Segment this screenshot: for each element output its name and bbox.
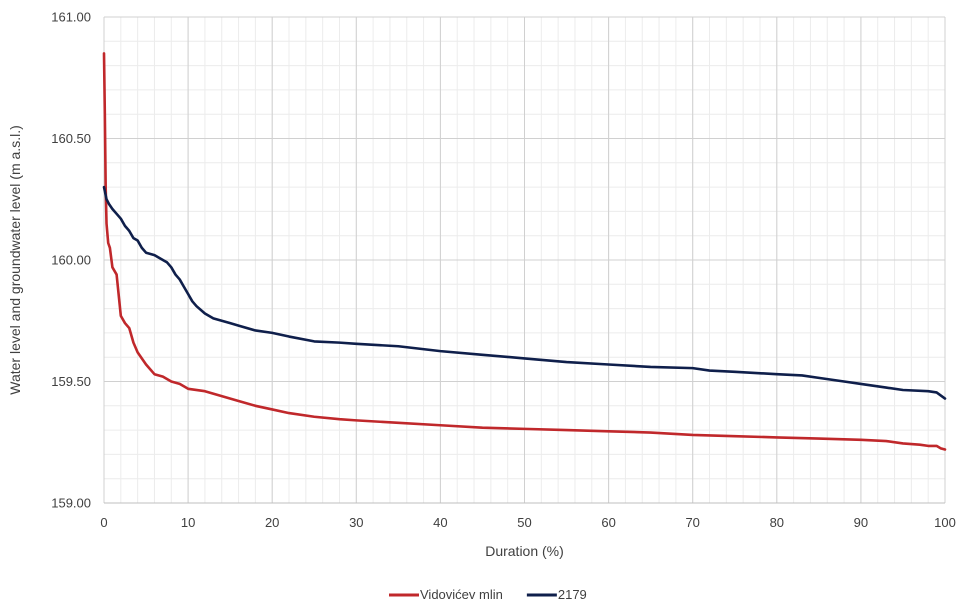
legend-label: 2179 [558, 587, 587, 602]
x-tick-label: 60 [601, 515, 615, 530]
y-tick-label: 159.00 [51, 496, 91, 511]
y-tick-label: 161.00 [51, 10, 91, 25]
y-axis-title: Water level and groundwater level (m a.s… [7, 125, 23, 394]
y-axis-tick-labels: 159.00 159.50 160.00 160.50 161.00 [51, 10, 91, 511]
x-tick-label: 70 [685, 515, 699, 530]
major-grid [103, 16, 946, 504]
series-line-2 [102, 185, 947, 400]
x-tick-label: 20 [265, 515, 279, 530]
x-tick-label: 0 [100, 515, 107, 530]
x-axis-tick-labels: 0 10 20 30 40 50 60 70 80 90 100 [100, 515, 955, 530]
x-tick-label: 100 [934, 515, 956, 530]
x-tick-label: 80 [770, 515, 784, 530]
series-layer [102, 52, 947, 451]
x-tick-label: 10 [181, 515, 195, 530]
legend-label: Vidovićev mlin [420, 587, 503, 602]
x-tick-label: 90 [854, 515, 868, 530]
series-line-1 [102, 52, 947, 451]
y-tick-label: 159.50 [51, 374, 91, 389]
x-axis-title: Duration (%) [485, 543, 564, 559]
y-tick-label: 160.00 [51, 253, 91, 268]
x-tick-label: 40 [433, 515, 447, 530]
y-tick-label: 160.50 [51, 131, 91, 146]
x-tick-label: 30 [349, 515, 363, 530]
x-tick-label: 50 [517, 515, 531, 530]
legend: Vidovićev mlin 2179 [389, 587, 587, 602]
